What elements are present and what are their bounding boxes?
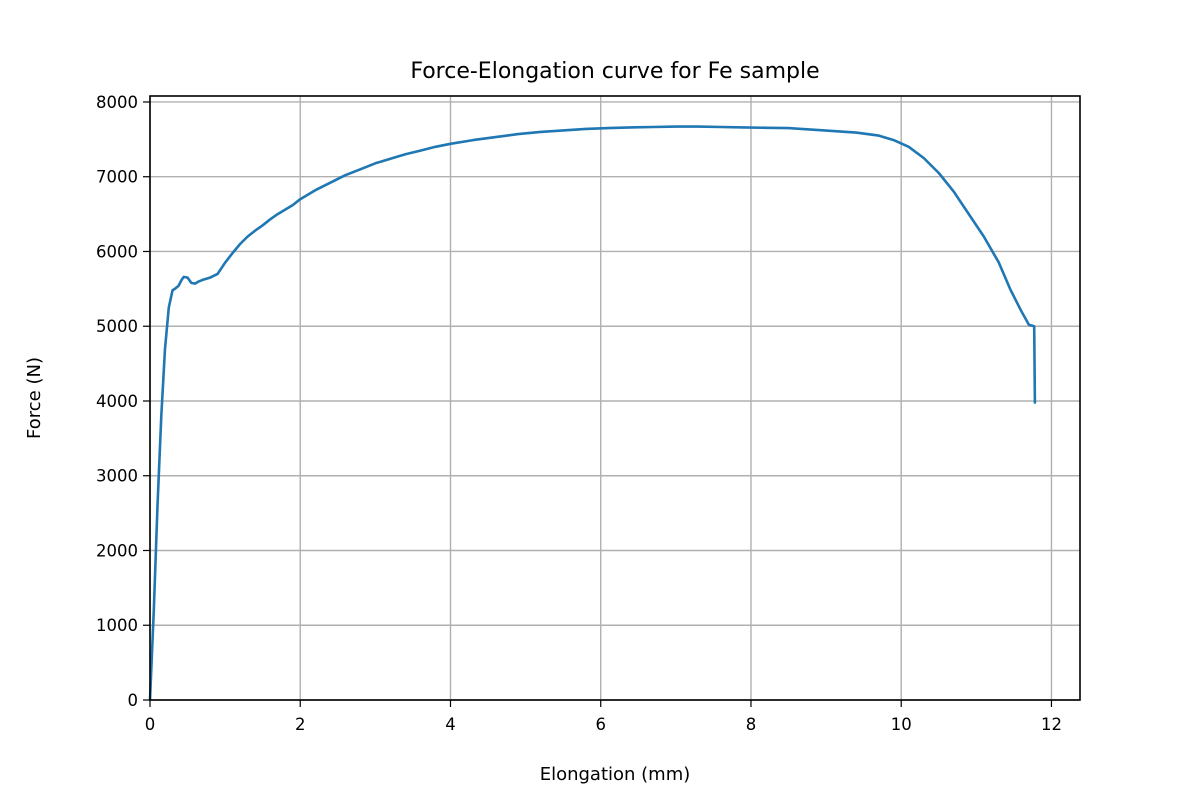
x-axis-label: Elongation (mm)	[540, 764, 691, 785]
y-tick-label: 4000	[96, 392, 138, 411]
plot-frame	[149, 95, 1081, 701]
x-tick-label: 2	[295, 715, 306, 734]
x-tick-label: 4	[445, 715, 456, 734]
y-tick-label: 7000	[96, 168, 138, 187]
y-tick-label: 6000	[96, 242, 138, 261]
chart-title: Force-Elongation curve for Fe sample	[410, 59, 819, 84]
y-tick-label: 2000	[96, 541, 138, 560]
y-tick-label: 8000	[96, 93, 138, 112]
x-tick-label: 10	[891, 715, 912, 734]
axis-ticks: 0 2 4 6 8 10 12 0 1000 2000 3000 4000 5000 6000 7000 80…	[96, 93, 1062, 734]
x-tick-label: 0	[145, 715, 156, 734]
series-layer	[148, 125, 1037, 702]
y-tick-label: 0	[128, 691, 139, 710]
y-tick-label: 3000	[96, 467, 138, 486]
x-tick-label: 6	[595, 715, 606, 734]
y-axis-label: Force (N)	[24, 357, 45, 439]
grid-lines	[149, 96, 1080, 701]
x-tick-label: 8	[746, 715, 757, 734]
y-tick-label: 1000	[96, 616, 138, 635]
y-tick-label: 5000	[96, 317, 138, 336]
force-elongation-line	[148, 125, 1037, 702]
x-tick-label: 12	[1041, 715, 1062, 734]
